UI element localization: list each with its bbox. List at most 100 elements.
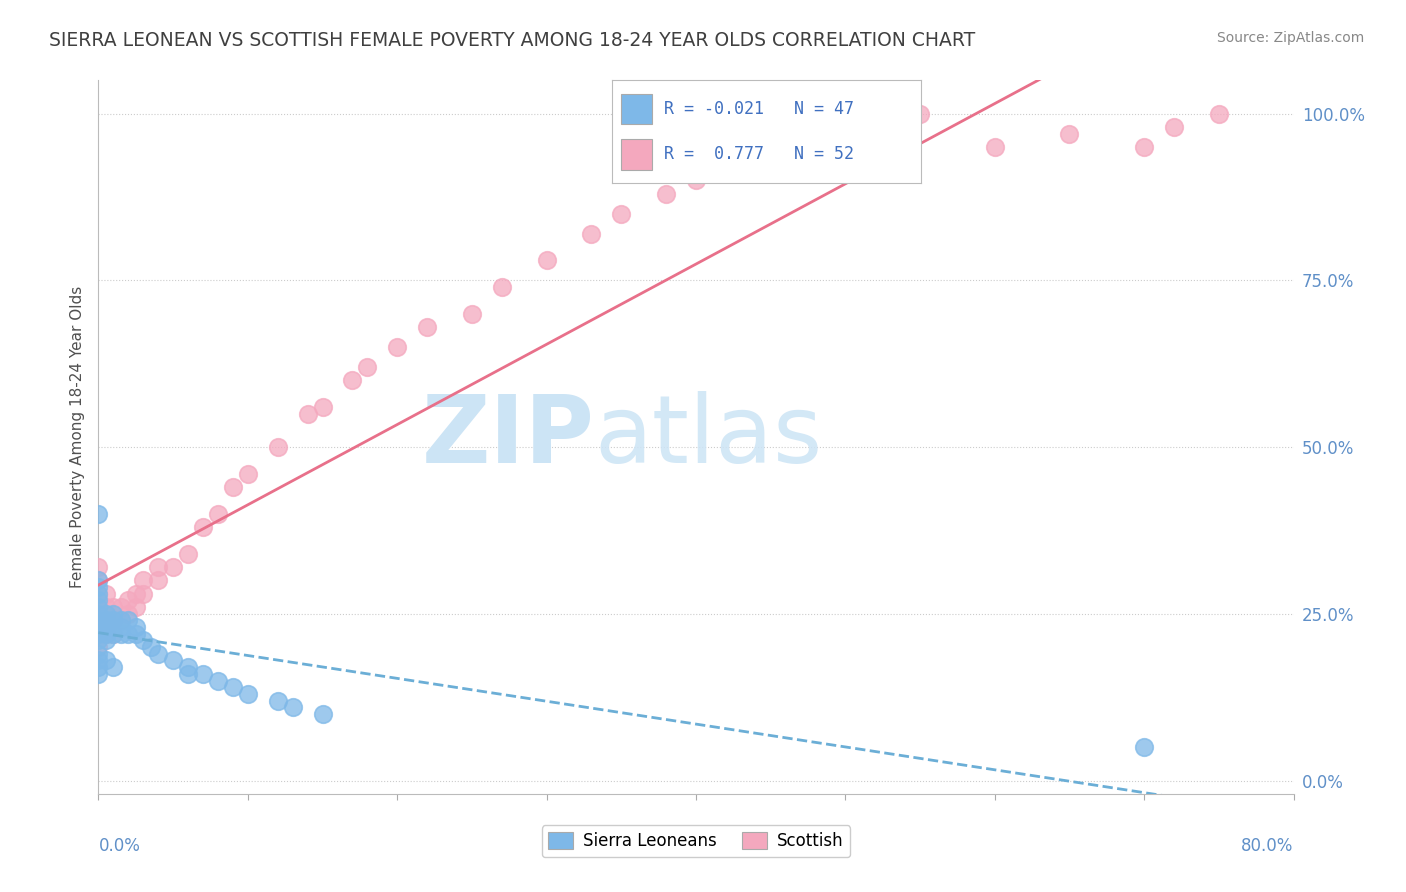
Scottish	[110, 614, 132, 628]
Scottish	[356, 359, 378, 374]
Scottish	[834, 127, 856, 141]
Scottish	[132, 574, 155, 588]
Sierra Leoneans	[1133, 740, 1156, 755]
Bar	[621, 94, 652, 124]
Scottish	[87, 600, 110, 615]
Sierra Leoneans	[87, 600, 110, 615]
Sierra Leoneans	[110, 620, 132, 634]
Scottish	[94, 600, 117, 615]
Sierra Leoneans	[94, 607, 117, 621]
Scottish	[984, 140, 1007, 154]
Sierra Leoneans	[87, 633, 110, 648]
Sierra Leoneans	[94, 627, 117, 641]
Text: R =  0.777   N = 52: R = 0.777 N = 52	[664, 145, 855, 163]
Scottish	[655, 186, 678, 201]
Scottish	[536, 253, 558, 268]
Scottish	[385, 340, 409, 354]
Sierra Leoneans	[207, 673, 229, 688]
Scottish	[267, 440, 290, 454]
Scottish	[103, 627, 125, 641]
Scottish	[125, 587, 148, 601]
Scottish	[103, 614, 125, 628]
Text: 80.0%: 80.0%	[1241, 837, 1294, 855]
Scottish	[908, 106, 931, 120]
Sierra Leoneans	[125, 627, 148, 641]
Text: ZIP: ZIP	[422, 391, 595, 483]
Sierra Leoneans	[94, 620, 117, 634]
Scottish	[148, 560, 170, 574]
Sierra Leoneans	[87, 647, 110, 661]
Scottish	[222, 480, 245, 494]
Scottish	[311, 400, 333, 414]
Scottish	[162, 560, 184, 574]
Sierra Leoneans	[103, 620, 125, 634]
Sierra Leoneans	[311, 706, 333, 721]
Sierra Leoneans	[110, 614, 132, 628]
Scottish	[148, 574, 170, 588]
Scottish	[87, 587, 110, 601]
Sierra Leoneans	[87, 574, 110, 588]
Sierra Leoneans	[191, 666, 214, 681]
Sierra Leoneans	[117, 614, 139, 628]
Sierra Leoneans	[87, 587, 110, 601]
Scottish	[117, 607, 139, 621]
Scottish	[610, 207, 633, 221]
Scottish	[103, 600, 125, 615]
Sierra Leoneans	[103, 660, 125, 674]
Sierra Leoneans	[162, 653, 184, 667]
Scottish	[94, 614, 117, 628]
Scottish	[416, 320, 439, 334]
Text: R = -0.021   N = 47: R = -0.021 N = 47	[664, 100, 855, 118]
Sierra Leoneans	[87, 580, 110, 594]
Sierra Leoneans	[177, 660, 200, 674]
Scottish	[685, 173, 707, 187]
Scottish	[110, 600, 132, 615]
Text: Source: ZipAtlas.com: Source: ZipAtlas.com	[1216, 31, 1364, 45]
Sierra Leoneans	[87, 627, 110, 641]
Scottish	[759, 140, 782, 154]
Sierra Leoneans	[87, 660, 110, 674]
Scottish	[342, 373, 364, 387]
Sierra Leoneans	[132, 633, 155, 648]
Sierra Leoneans	[139, 640, 162, 655]
Scottish	[461, 307, 484, 321]
Sierra Leoneans	[103, 614, 125, 628]
Scottish	[581, 227, 603, 241]
Sierra Leoneans	[87, 666, 110, 681]
Scottish	[1208, 106, 1230, 120]
Y-axis label: Female Poverty Among 18-24 Year Olds: Female Poverty Among 18-24 Year Olds	[69, 286, 84, 588]
Sierra Leoneans	[236, 687, 259, 701]
Scottish	[117, 593, 139, 607]
Sierra Leoneans	[281, 700, 304, 714]
Scottish	[191, 520, 214, 534]
Scottish	[491, 280, 513, 294]
Scottish	[236, 467, 259, 481]
Sierra Leoneans	[148, 647, 170, 661]
Sierra Leoneans	[94, 633, 117, 648]
Scottish	[1059, 127, 1081, 141]
Sierra Leoneans	[87, 653, 110, 667]
Sierra Leoneans	[110, 627, 132, 641]
Scottish	[1133, 140, 1156, 154]
Scottish	[87, 574, 110, 588]
Text: 0.0%: 0.0%	[98, 837, 141, 855]
Sierra Leoneans	[94, 614, 117, 628]
Scottish	[132, 587, 155, 601]
Sierra Leoneans	[87, 607, 110, 621]
Scottish	[207, 507, 229, 521]
Sierra Leoneans	[87, 593, 110, 607]
Scottish	[87, 614, 110, 628]
Sierra Leoneans	[87, 507, 110, 521]
Sierra Leoneans	[87, 614, 110, 628]
Sierra Leoneans	[222, 680, 245, 694]
Sierra Leoneans	[87, 620, 110, 634]
Sierra Leoneans	[103, 627, 125, 641]
Sierra Leoneans	[94, 653, 117, 667]
Sierra Leoneans	[103, 607, 125, 621]
Sierra Leoneans	[125, 620, 148, 634]
Legend: Sierra Leoneans, Scottish: Sierra Leoneans, Scottish	[541, 825, 851, 857]
Sierra Leoneans	[177, 666, 200, 681]
Scottish	[1163, 120, 1185, 134]
Sierra Leoneans	[117, 627, 139, 641]
Scottish	[297, 407, 319, 421]
